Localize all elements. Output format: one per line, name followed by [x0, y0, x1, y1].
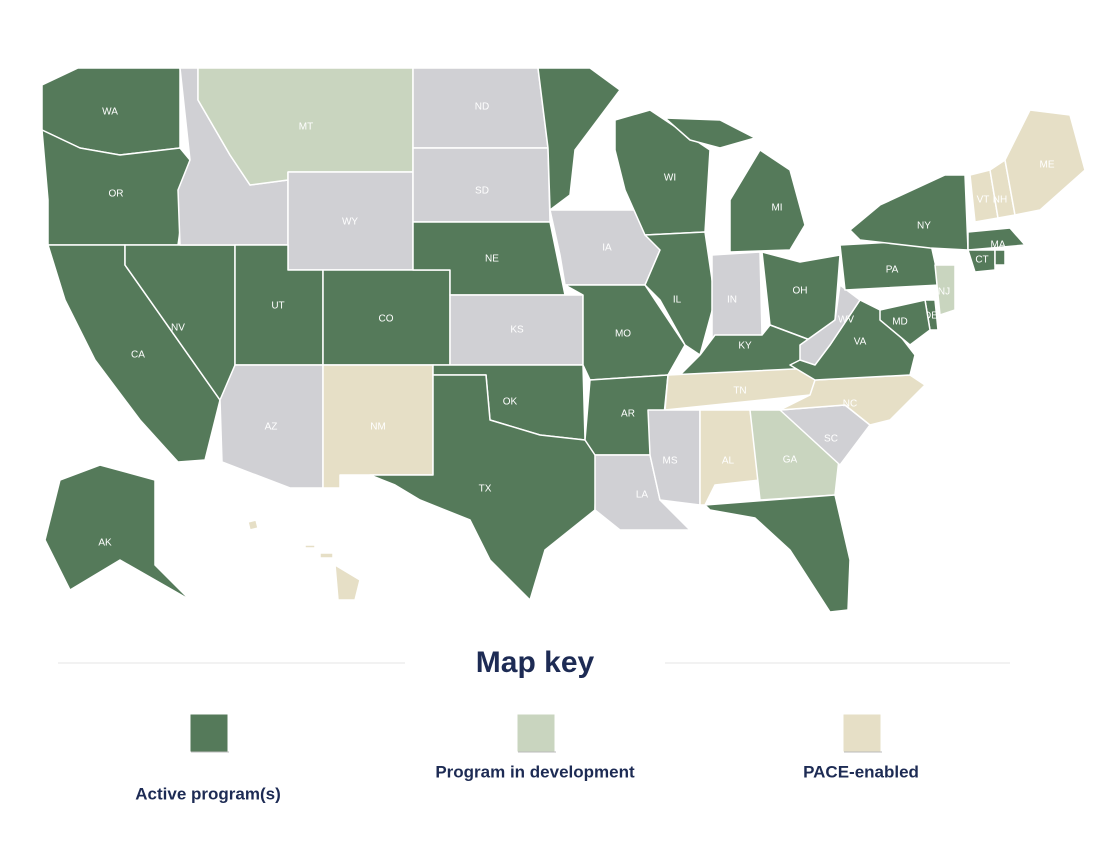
state-label: NM — [370, 422, 386, 433]
state-label: OR — [109, 189, 124, 200]
state — [799, 284, 861, 366]
state — [967, 249, 996, 273]
map-key: Active program(s) Program in development P… — [135, 713, 919, 803]
state — [1004, 109, 1086, 216]
state — [644, 231, 716, 356]
state-label: AZ — [265, 422, 278, 433]
state-label: OK — [503, 397, 518, 408]
state-label: LA — [636, 490, 649, 501]
state — [647, 409, 701, 506]
us-map: WA OR CA NV MT WY UT CO AZ NM ND SD NE KS OK TX MN IA MO AR… — [41, 67, 1086, 613]
state-label: SD — [475, 186, 489, 197]
state — [704, 494, 851, 613]
state-label: CA — [131, 350, 145, 361]
state-label: MS — [663, 456, 678, 467]
key-label: Active program(s) — [135, 784, 280, 803]
key-label: PACE-enabled — [803, 762, 919, 781]
state-label: NH — [993, 195, 1007, 206]
state-label: DE — [924, 311, 938, 322]
state-label: NC — [843, 399, 857, 410]
state-label: NV — [171, 323, 185, 334]
state-label: NJ — [938, 287, 950, 298]
state-label: IA — [602, 243, 612, 254]
state — [779, 374, 926, 426]
state — [664, 117, 756, 149]
state-label: ME — [1040, 160, 1055, 171]
state — [967, 227, 1026, 251]
state-label: MT — [299, 122, 313, 133]
state-label: VA — [854, 337, 867, 348]
state — [247, 519, 259, 531]
state — [711, 251, 763, 346]
state-label: MN — [598, 127, 614, 138]
state — [934, 264, 956, 316]
state-label: IL — [673, 295, 682, 306]
state — [537, 67, 621, 211]
state-label: MA — [991, 240, 1006, 251]
state-label: CO — [379, 314, 394, 325]
state-label: KS — [510, 325, 524, 336]
state-label: SC — [824, 434, 838, 445]
state — [879, 299, 931, 346]
state-label: MD — [892, 317, 908, 328]
state — [749, 409, 841, 501]
state-label: MI — [771, 203, 782, 214]
state-label: NE — [485, 254, 499, 265]
state — [369, 374, 598, 601]
state — [994, 249, 1006, 266]
key-swatch — [516, 713, 556, 753]
state-label: TN — [733, 386, 746, 397]
key-swatch — [842, 713, 882, 753]
state-label: IN — [727, 295, 737, 306]
state-label: PA — [886, 265, 899, 276]
state — [729, 149, 806, 253]
state-label: VT — [977, 195, 990, 206]
state-label: WY — [342, 217, 358, 228]
state-label: CT — [975, 255, 988, 266]
state-label: ND — [475, 102, 489, 113]
state-label: WA — [102, 107, 118, 118]
state-label: WV — [838, 315, 854, 326]
key-label: Program in development — [435, 762, 635, 781]
state-label: AK — [98, 538, 112, 549]
state — [849, 174, 969, 251]
state-label: GA — [783, 455, 798, 466]
state-label: AL — [722, 456, 735, 467]
state-label: MO — [615, 329, 631, 340]
key-title: Map key — [476, 646, 595, 679]
key-swatch — [189, 713, 229, 753]
state — [334, 564, 361, 601]
state-label: TX — [479, 484, 492, 495]
state — [319, 552, 334, 559]
state-label: OH — [793, 286, 808, 297]
state-label: NY — [917, 221, 931, 232]
state — [304, 544, 316, 549]
state — [44, 464, 191, 601]
state-label: AR — [621, 409, 635, 420]
state-label: WI — [664, 173, 676, 184]
state-label: KY — [738, 341, 752, 352]
state-label: UT — [271, 301, 284, 312]
